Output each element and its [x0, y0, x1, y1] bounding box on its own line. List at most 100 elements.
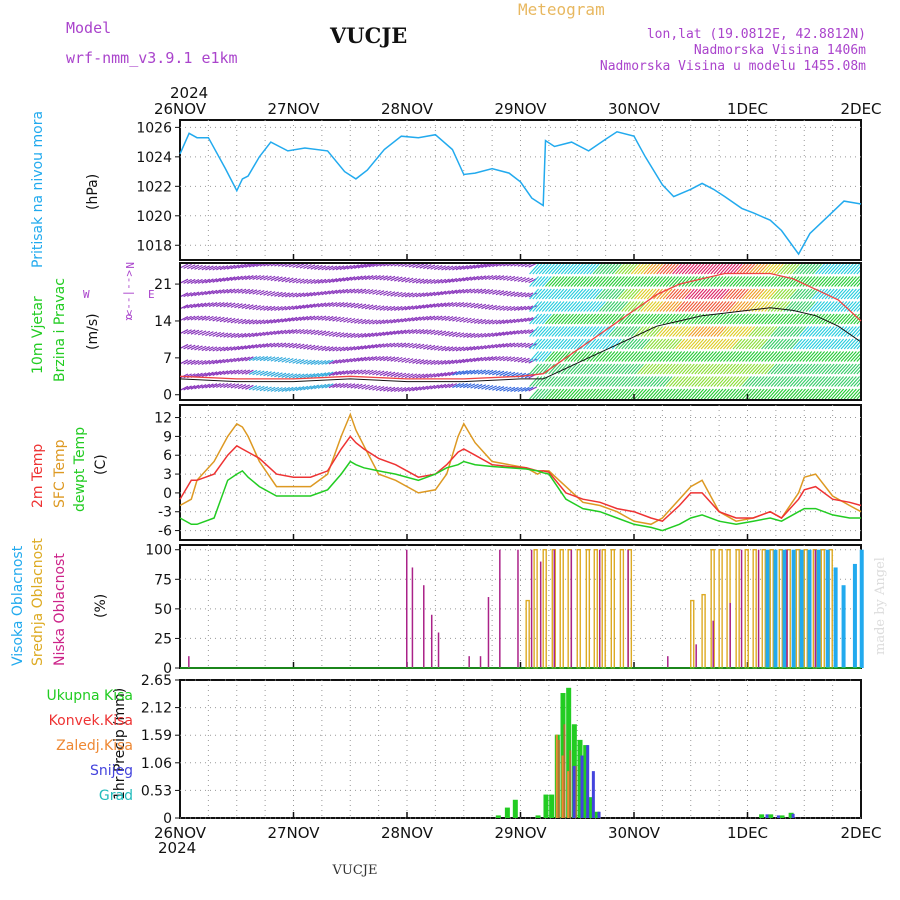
wind-barb [767, 313, 778, 325]
wind-barb [321, 371, 330, 377]
wind-barb [672, 326, 682, 337]
wind-barb [545, 313, 555, 325]
wind-barb [263, 319, 272, 325]
wind-barb [521, 357, 530, 363]
wind-barb [535, 263, 546, 275]
wind-barb [837, 288, 848, 300]
wind-barb [557, 288, 568, 300]
wind-barb [843, 351, 854, 362]
y-tick-label: 1018 [136, 238, 172, 254]
wind-barb [368, 385, 378, 391]
wind-barb [627, 376, 638, 387]
wind-barb [263, 275, 272, 281]
wind-barb [681, 351, 692, 362]
wind-dir-n: N [123, 262, 136, 269]
wind-barb [339, 332, 349, 338]
wind-barb [754, 351, 765, 362]
wind-barb [684, 388, 695, 400]
wind-barb [223, 383, 232, 389]
wind-barb [580, 351, 590, 362]
wind-barb [646, 288, 657, 300]
wind-barb [354, 303, 363, 309]
wind-barb [452, 265, 461, 271]
wind-barb [205, 346, 214, 352]
wind-barb [863, 339, 872, 349]
wind-barb [665, 263, 676, 275]
wind-barb [580, 276, 590, 287]
wind-barb [310, 264, 320, 270]
wind-barb [299, 315, 309, 321]
wind-barb [295, 373, 305, 379]
wind-barb [684, 351, 695, 362]
wind-barb [688, 263, 698, 275]
wind-dir-e: E [148, 288, 155, 301]
wind-barb [656, 388, 667, 400]
wind-barb [339, 265, 349, 271]
wind-barb [710, 388, 721, 400]
wind-barb [473, 303, 483, 309]
wind-barb [586, 363, 597, 375]
wind-barb [404, 277, 414, 283]
wind-barb [433, 278, 443, 284]
wind-barb [441, 330, 450, 336]
wind-barb [495, 355, 505, 362]
wind-barb [350, 332, 359, 339]
wind-barb [605, 313, 616, 325]
wind-barb [183, 292, 192, 298]
wind-barb [570, 288, 581, 300]
wind-barb [856, 281, 861, 287]
wind-barb [529, 263, 539, 275]
wind-barb [808, 301, 819, 312]
wind-barb [538, 326, 549, 337]
wind-barb [602, 263, 613, 275]
wind-barb [602, 388, 613, 400]
wind-barb [383, 356, 392, 362]
wind-barb [595, 363, 606, 375]
wind-barb [375, 319, 385, 325]
wind-barb [495, 386, 505, 392]
wind-barb [499, 356, 508, 362]
wind-barb [234, 303, 243, 309]
wind-barb [764, 263, 775, 275]
wind-barb [716, 376, 727, 387]
wind-barb [299, 278, 309, 284]
wind-barb [205, 383, 214, 389]
wind-barb [735, 313, 746, 325]
wind-barb [180, 315, 189, 322]
wind-barb [545, 376, 555, 387]
wind-barb [853, 265, 861, 275]
wind-barb [303, 315, 312, 321]
wind-barb [197, 290, 207, 296]
wind-barb [346, 357, 356, 363]
wind-barb [332, 370, 341, 376]
legend-total-rain: Ukupna Kisa [46, 688, 133, 704]
wind-barb [230, 383, 240, 389]
wind-barb [259, 370, 269, 376]
wind-barb [538, 363, 549, 375]
low-cloud-bar [786, 549, 788, 668]
wind-barb [223, 332, 232, 338]
wind-barb [194, 329, 203, 336]
wind-barb [691, 388, 702, 400]
wind-barb [535, 313, 546, 325]
wind-barb [455, 382, 465, 389]
wind-barb [796, 263, 806, 275]
wind-barb [580, 363, 590, 375]
wind-barb [361, 356, 370, 362]
wind-barb [551, 263, 562, 275]
conv-rain-bar [574, 765, 577, 818]
wind-barb [799, 376, 810, 387]
wind-barb [513, 342, 523, 348]
wind-barb [529, 288, 539, 300]
wind-barb [245, 344, 254, 350]
wind-barb [328, 359, 338, 365]
wind-barb [700, 263, 711, 275]
wind-barb [339, 288, 349, 294]
wind-barb [266, 263, 275, 267]
wind-barb [834, 313, 845, 325]
wind-barb [538, 263, 549, 275]
wind-barb [634, 288, 644, 300]
wind-barb [444, 359, 454, 365]
wind-barb [408, 328, 418, 335]
wind-barb [770, 388, 781, 400]
